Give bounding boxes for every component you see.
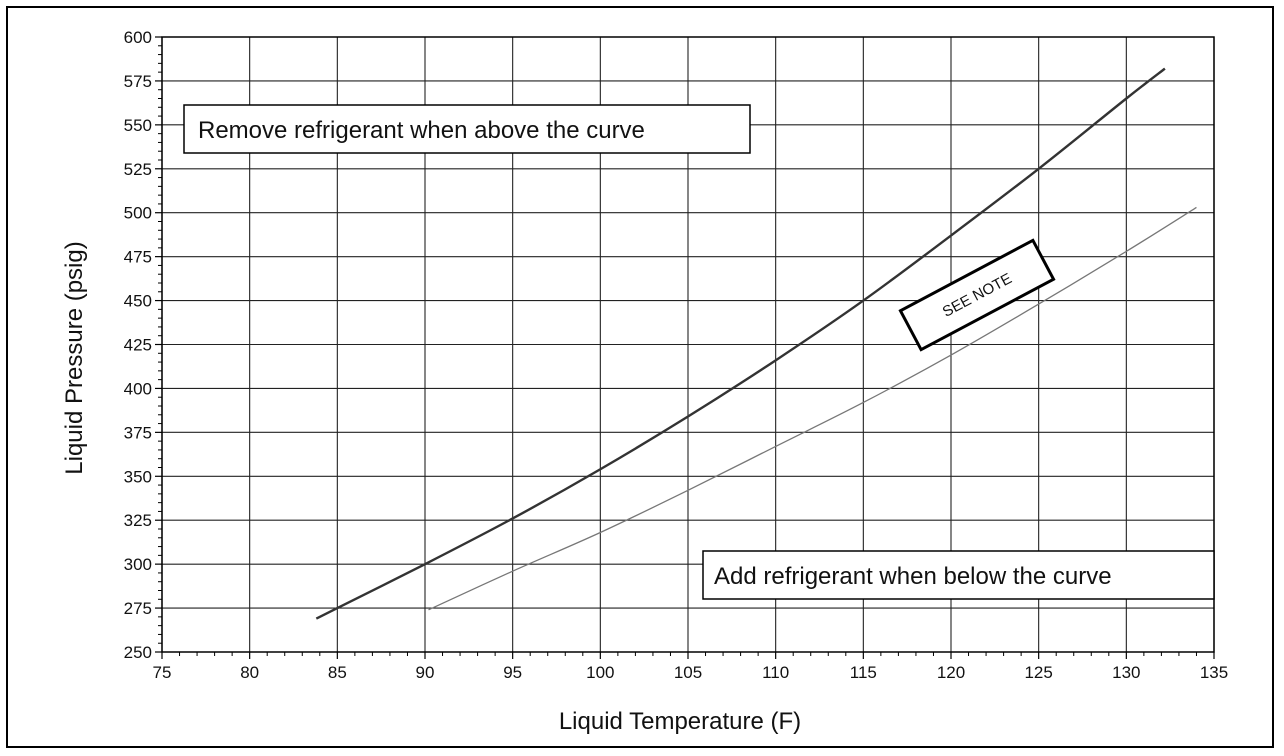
y-tick-label: 550 (124, 116, 152, 135)
x-tick-label: 135 (1200, 663, 1228, 682)
y-tick-label: 450 (124, 292, 152, 311)
y-tick-label: 275 (124, 599, 152, 618)
chart-svg: 75 80 85 90 95 100 105 110 115 120 125 130 135 250 275… (61, 28, 1229, 735)
y-tick-label: 300 (124, 555, 152, 574)
annotation-add-box (702, 550, 1215, 600)
series-line-1 (315, 67, 1166, 620)
annotation-remove-box (183, 104, 751, 154)
chart-frame: 75 80 85 90 95 100 105 110 115 120 125 130 135 250 275… (6, 6, 1274, 748)
x-tick-label: 125 (1024, 663, 1052, 682)
y-tick-label: 350 (124, 467, 152, 486)
y-tick-label: 500 (124, 204, 152, 223)
annotation-remove-text: Remove refrigerant when above the curve (198, 117, 645, 144)
x-tick-label: 110 (762, 663, 789, 682)
x-tick-label: 105 (674, 663, 702, 682)
y-tick-label: 400 (124, 379, 152, 398)
y-tick-label: 575 (124, 72, 152, 91)
y-tick-label: 250 (124, 643, 152, 662)
annotation-remove: Remove refrigerant when above the curve (183, 104, 751, 154)
y-tick-label: 425 (124, 336, 152, 355)
axes (155, 36, 1215, 659)
x-tick-label: 80 (240, 663, 259, 682)
series-lines (315, 67, 1197, 620)
y-tick-label: 525 (124, 160, 152, 179)
y-tick-label: 325 (124, 511, 152, 530)
series-line-2 (428, 206, 1197, 611)
y-tick-label: 375 (124, 423, 152, 442)
plot-border (161, 36, 1215, 653)
x-tick-label: 90 (416, 663, 435, 682)
annotation-add-text: Add refrigerant when below the curve (714, 563, 1112, 590)
annotation-add: Add refrigerant when below the curve (702, 550, 1215, 600)
x-axis-title: Liquid Temperature (F) (559, 708, 801, 735)
x-tick-label: 130 (1112, 663, 1140, 682)
x-tick-label: 115 (850, 663, 877, 682)
x-tick-label: 75 (153, 663, 172, 682)
x-tick-label: 95 (503, 663, 522, 682)
see-note-badge: SEE NOTE (898, 238, 1056, 352)
y-tick-label: 475 (124, 248, 152, 267)
tick-labels: 75 80 85 90 95 100 105 110 115 120 125 130 135 250 275… (124, 28, 1229, 682)
x-tick-label: 120 (937, 663, 965, 682)
y-axis-title: Liquid Pressure (psig) (61, 241, 88, 474)
x-tick-label: 100 (586, 663, 614, 682)
see-note-box (898, 238, 1056, 352)
y-tick-label: 600 (124, 28, 152, 47)
x-tick-label: 85 (328, 663, 347, 682)
